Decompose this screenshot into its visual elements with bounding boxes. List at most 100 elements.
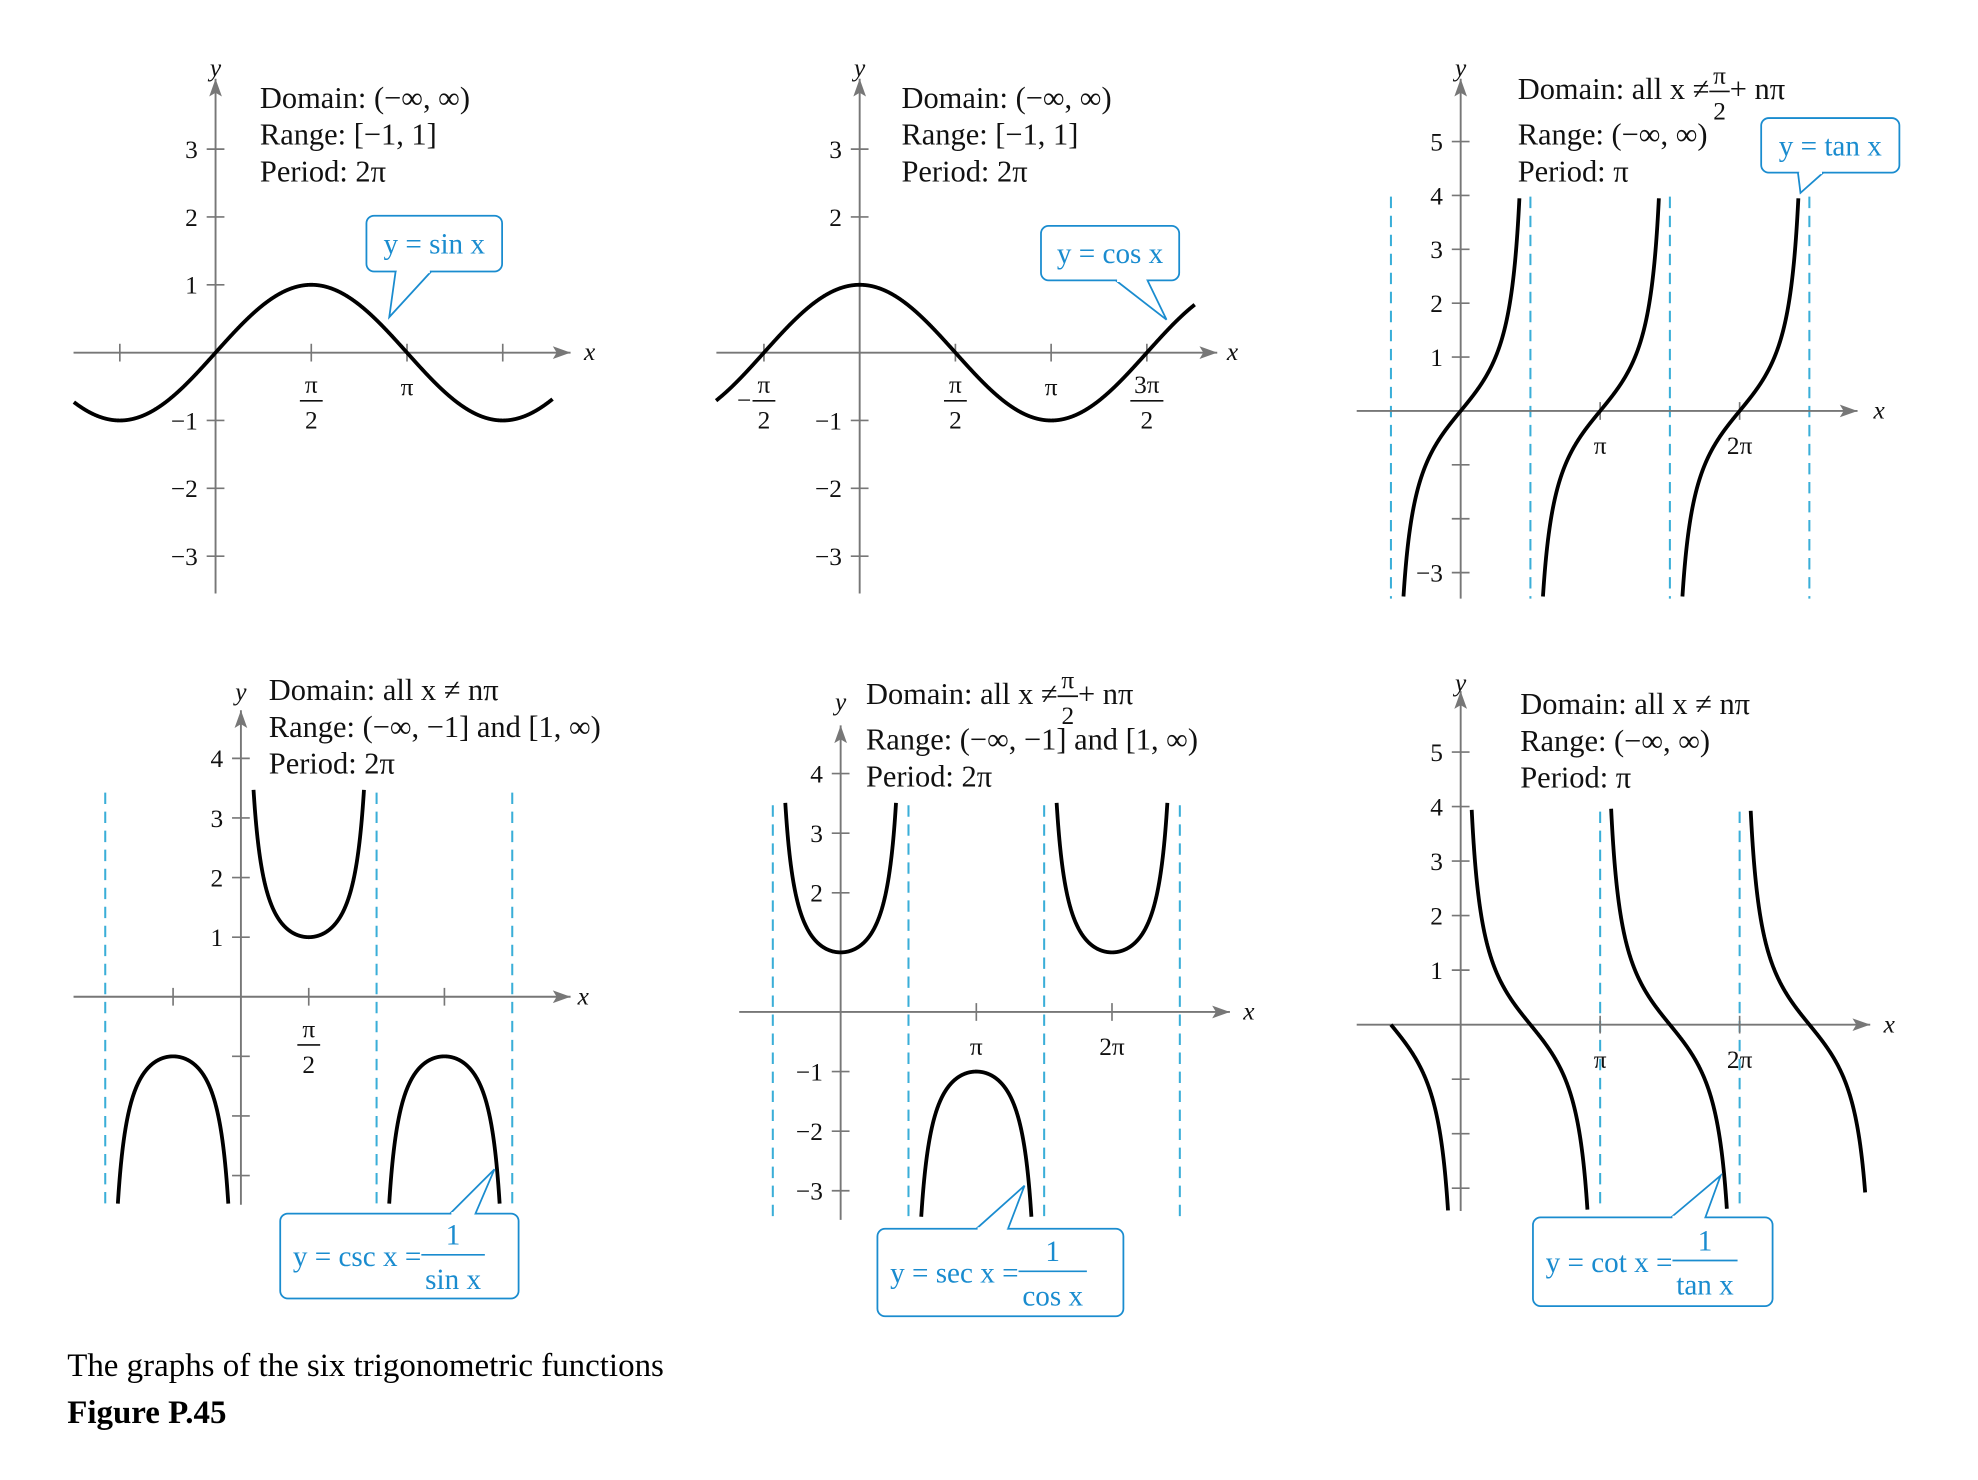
x-tick-den: 2: [1141, 407, 1154, 435]
x-tick-label: π: [1045, 374, 1058, 402]
y-tick-label: −2: [171, 475, 198, 503]
denominator: 2: [1713, 97, 1726, 125]
text: y = cot x =: [1546, 1247, 1673, 1279]
text: Period: 2π: [866, 759, 992, 793]
x-axis-label: x: [1242, 998, 1255, 1026]
callout-pointer: [975, 1185, 1026, 1230]
y-tick-label: 2: [185, 204, 198, 232]
y-axis-label: y: [232, 678, 247, 706]
callout-pointer: [387, 270, 432, 320]
callout-box: [365, 214, 503, 273]
y-tick-label: 4: [810, 760, 823, 788]
x-tick-den: 2: [302, 1051, 315, 1079]
curve: [1389, 808, 1868, 1211]
y-tick-label: 5: [1430, 128, 1443, 156]
y-tick-label: 2: [210, 864, 223, 892]
arrow-head: [1199, 346, 1218, 359]
y-axis-label: y: [207, 54, 222, 82]
text: Period: 2π: [269, 747, 395, 781]
x-tick-label: 2π: [1727, 432, 1753, 460]
text: Period: π: [1520, 761, 1631, 795]
curve: [1401, 198, 1801, 597]
denominator: 2: [1061, 702, 1074, 730]
x-axis-label: x: [1226, 338, 1239, 366]
text: Domain: all x ≠: [1518, 72, 1710, 106]
text: Period: 2π: [260, 154, 386, 188]
text: y = sec x =: [890, 1258, 1018, 1290]
text: + nπ: [1078, 677, 1133, 711]
denominator: cos x: [1022, 1281, 1083, 1313]
x-tick-num: 3π: [1134, 371, 1160, 399]
y-tick-label: 3: [1430, 236, 1443, 264]
arrow-head: [234, 710, 248, 728]
text: Period: 2π: [902, 154, 1028, 188]
y-tick-label: 2: [1430, 902, 1443, 930]
y-tick-label: 3: [829, 136, 842, 164]
callout-pointer: [1797, 171, 1824, 195]
text: Range: [−1, 1]: [902, 118, 1079, 152]
x-axis-label: x: [1883, 1010, 1896, 1038]
y-tick-label: −3: [815, 543, 842, 571]
arrow-head: [1839, 404, 1858, 418]
y-tick-label: −3: [1416, 560, 1443, 588]
arrow-head: [1454, 691, 1468, 709]
callout-text: y = cos x: [1057, 238, 1164, 270]
y-tick-label: 1: [1430, 957, 1443, 985]
text: Range: [−1, 1]: [260, 118, 437, 152]
y-tick-label: −1: [815, 407, 842, 435]
text: + nπ: [1730, 72, 1785, 106]
x-axis-label: x: [583, 338, 596, 366]
x-tick-num: π: [305, 371, 318, 399]
x-tick-label: π: [1594, 432, 1607, 460]
callout-box: [1532, 1216, 1774, 1308]
text: Range: (−∞, ∞): [1520, 724, 1710, 758]
arrow-head: [552, 346, 571, 359]
y-tick-label: −1: [171, 407, 198, 435]
y-tick-label: 2: [1430, 290, 1443, 318]
y-tick-label: 4: [210, 745, 223, 773]
callout-pointer: [1115, 279, 1168, 321]
arrow-head: [834, 725, 847, 744]
x-tick-sign: −: [737, 386, 751, 414]
text: Domain: (−∞, ∞): [260, 81, 470, 115]
denominator: tan x: [1676, 1270, 1734, 1302]
arrow-head: [1852, 1018, 1871, 1031]
arrow-head: [853, 78, 867, 97]
y-tick-label: 3: [810, 820, 823, 848]
text: Range: (−∞, −1] and [1, ∞): [269, 710, 601, 744]
text: Domain: all x ≠: [866, 677, 1058, 711]
y-axis-label: y: [1452, 54, 1467, 82]
y-tick-label: 3: [1430, 848, 1443, 876]
callout-text: y = tan x: [1779, 130, 1883, 162]
arrow-head: [1454, 78, 1468, 97]
numerator: π: [1061, 667, 1074, 695]
arrow-head: [1212, 1005, 1230, 1019]
caption: The graphs of the six trigonometric func…: [67, 1348, 664, 1384]
x-tick-label: π: [401, 374, 414, 402]
figure-label: Figure P.45: [67, 1395, 226, 1431]
x-tick-num: π: [758, 371, 771, 399]
y-tick-label: 2: [810, 880, 823, 908]
denominator: sin x: [425, 1264, 481, 1296]
curve: [115, 789, 502, 1204]
callout-text: y = sin x: [384, 229, 486, 261]
text: Domain: all x ≠ nπ: [1520, 687, 1750, 721]
y-tick-label: 5: [1430, 739, 1443, 767]
y-tick-label: 2: [829, 204, 842, 232]
numerator: 1: [446, 1220, 461, 1252]
x-axis-label: x: [1872, 397, 1885, 425]
y-tick-label: 1: [185, 272, 198, 300]
y-tick-label: 1: [210, 924, 223, 952]
x-tick-den: 2: [758, 407, 771, 435]
x-axis-label: x: [577, 982, 590, 1010]
x-tick-label: 2π: [1727, 1046, 1753, 1074]
x-tick-label: 2π: [1099, 1033, 1125, 1061]
y-tick-label: −1: [796, 1058, 823, 1086]
callout-box: [279, 1212, 520, 1300]
text: Domain: (−∞, ∞): [902, 81, 1112, 115]
text: Period: π: [1518, 154, 1629, 188]
x-tick-den: 2: [305, 407, 318, 435]
y-tick-label: −3: [171, 543, 198, 571]
